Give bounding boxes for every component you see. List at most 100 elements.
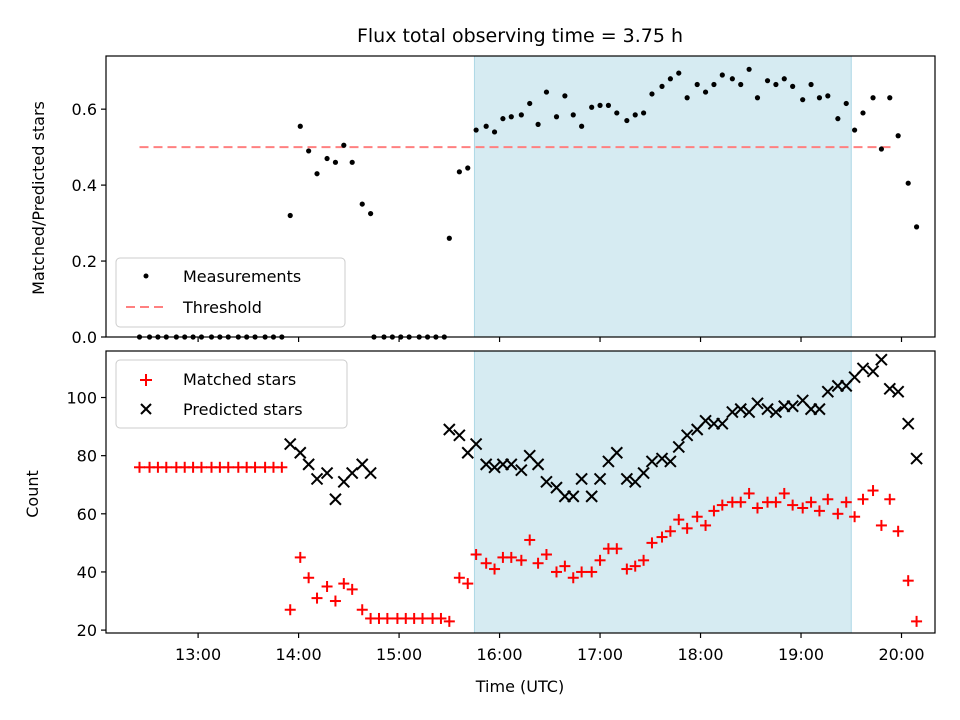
predicted-star-point	[515, 463, 528, 477]
predicted-star-point	[786, 400, 799, 413]
predicted-star-point	[469, 437, 483, 451]
legend-matched-label: Matched stars	[183, 370, 296, 389]
matched-star-point	[743, 487, 755, 499]
measurement-point	[624, 117, 630, 124]
matched-star-point	[489, 563, 501, 575]
matched-star-point	[586, 566, 598, 578]
measurement-point	[535, 121, 541, 127]
measurement-point	[754, 95, 761, 101]
measurement-point	[913, 224, 920, 230]
measurement-point	[562, 93, 568, 99]
matched-star-point	[294, 551, 306, 563]
top-panel: 0.0 0.2 0.4 0.6 Matched/Predicted stars Mea…	[29, 55, 936, 347]
predicted-star-point	[540, 475, 553, 489]
predicted-star-point	[505, 458, 518, 471]
matched-star-point	[805, 496, 817, 508]
bottom-x-ticks: 13:00 14:00 15:00 16:00 17:00 18:00 19:00 20:00	[175, 633, 925, 664]
measurement-point	[473, 127, 479, 133]
matched-star-point	[638, 554, 650, 566]
predicted-star-point	[620, 472, 634, 486]
measurement-point	[508, 114, 514, 120]
bottom-legend: Matched stars Predicted stars	[115, 359, 348, 429]
matched-star-point	[664, 525, 676, 537]
predicted-star-point	[821, 385, 835, 398]
matched-star-point	[462, 578, 474, 590]
measurement-point	[667, 76, 673, 82]
measurement-point	[500, 116, 506, 122]
measurement-point	[306, 148, 312, 154]
predicted-star-point	[672, 440, 685, 454]
matched-star-point	[892, 525, 904, 537]
top-y-tick-label: 0.4	[72, 176, 97, 195]
predicted-star-point	[901, 417, 915, 430]
matched-star-point	[540, 549, 552, 561]
matched-star-point	[576, 566, 588, 578]
measurement-point	[729, 76, 735, 82]
matched-stars-points	[133, 461, 923, 627]
bottom-legend-box	[115, 359, 348, 429]
matched-star-point	[594, 554, 606, 566]
matched-star-point	[276, 461, 288, 473]
measurement-point	[711, 81, 717, 88]
predicted-star-point	[302, 458, 315, 471]
measurement-point	[597, 102, 603, 108]
matched-star-point	[770, 496, 782, 508]
measurement-point	[297, 123, 303, 129]
top-legend-box	[115, 257, 346, 328]
measurement-point	[843, 100, 849, 107]
matched-star-point	[453, 572, 465, 584]
measurement-point	[605, 102, 612, 108]
matched-star-point	[621, 563, 633, 575]
predicted-star-point	[531, 458, 545, 471]
measurement-point	[702, 89, 709, 95]
top-y-tick-label: 0.0	[72, 328, 97, 347]
chart-title: Flux total observing time = 3.75 h	[357, 25, 683, 47]
bottom-x-tick-label: 15:00	[376, 645, 422, 664]
measurement-point	[719, 72, 725, 78]
legend-predicted-label: Predicted stars	[183, 400, 303, 419]
predicted-star-point	[866, 365, 880, 378]
matched-star-point	[160, 461, 172, 473]
bottom-axes-frame	[105, 350, 936, 634]
matched-star-point	[443, 615, 455, 627]
predicted-star-point	[769, 405, 783, 419]
measurement-point	[852, 127, 858, 133]
predicted-star-point	[891, 385, 905, 398]
measurement-point	[640, 110, 647, 116]
matched-star-point	[381, 612, 393, 624]
matched-star-point	[551, 566, 563, 578]
predicted-star-point	[479, 458, 493, 471]
predicted-star-point	[856, 362, 870, 375]
measurement-point	[808, 81, 814, 88]
matched-star-point	[480, 557, 492, 569]
measurement-point	[694, 81, 700, 88]
matched-star-point	[559, 560, 571, 572]
matched-star-point	[311, 592, 323, 604]
measurement-point	[570, 112, 576, 118]
matched-star-point	[751, 502, 763, 514]
matched-star-point	[884, 493, 896, 505]
matched-star-point	[356, 604, 368, 616]
predicted-star-point	[443, 423, 456, 436]
predicted-star-point	[699, 414, 712, 427]
predicted-star-point	[364, 466, 377, 480]
measurement-point	[446, 235, 452, 241]
predicted-star-point	[751, 397, 764, 410]
measurement-point	[764, 78, 771, 84]
predicted-star-point	[910, 452, 923, 465]
measurement-point	[800, 97, 806, 103]
x-axis-label: Time (UTC)	[475, 677, 564, 696]
predicted-star-point	[680, 429, 694, 442]
bottom-y-tick-label: 40	[77, 563, 97, 582]
measurement-point	[465, 165, 471, 171]
matched-star-point	[470, 549, 482, 561]
measurement-point	[349, 159, 355, 165]
predicted-star-point	[726, 405, 739, 419]
measurement-point	[341, 142, 347, 148]
measurement-point	[543, 89, 550, 95]
matched-star-point	[911, 615, 923, 627]
top-y-tick-label: 0.2	[72, 252, 97, 271]
measurement-point	[287, 212, 293, 219]
top-legend: Measurements Threshold	[115, 257, 346, 328]
predicted-star-point	[488, 461, 501, 474]
